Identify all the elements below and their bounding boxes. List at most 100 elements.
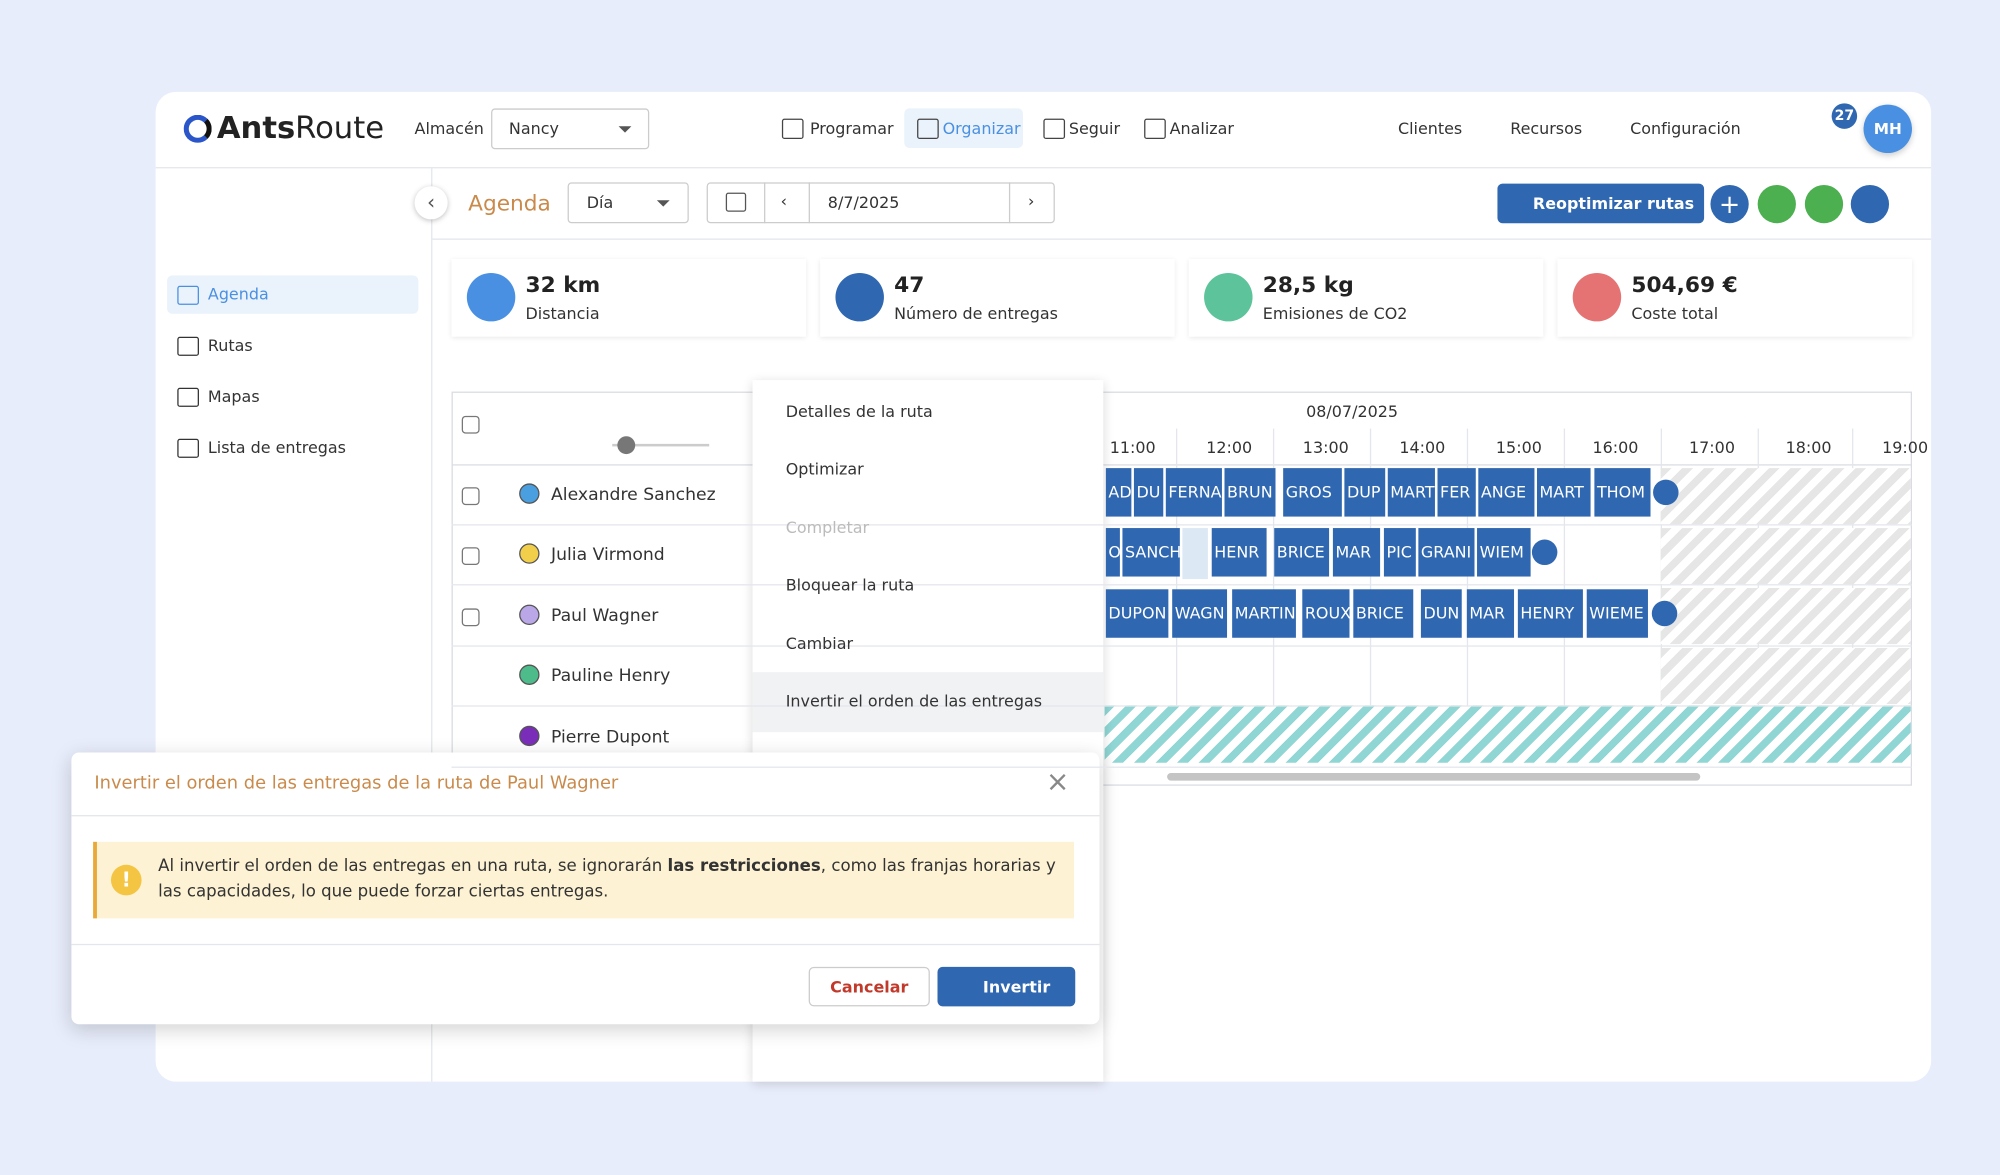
- menu-highlight: [752, 672, 1104, 733]
- calendar-icon[interactable]: [725, 192, 747, 212]
- route-end-icon[interactable]: [1531, 540, 1558, 566]
- divider: [808, 182, 810, 224]
- sidebar-item[interactable]: Agenda: [207, 284, 269, 304]
- sidebar-item[interactable]: Lista de entregas: [207, 437, 347, 457]
- nav-active-bg: [904, 108, 1023, 148]
- menu-item: Completar: [785, 517, 870, 537]
- mail-button[interactable]: [1850, 184, 1890, 224]
- delivery-block[interactable]: HENR: [1211, 528, 1267, 578]
- delivery-block[interactable]: BRICE: [1353, 589, 1414, 638]
- confirm-button[interactable]: Invertir: [937, 966, 1076, 1007]
- driver-name[interactable]: Alexandre Sanchez: [551, 484, 716, 506]
- hour-line: [1563, 428, 1566, 706]
- sidebar-icon: [177, 285, 199, 305]
- nav-item[interactable]: Programar: [809, 118, 894, 138]
- reoptimize-button[interactable]: Reoptimizar rutas: [1497, 183, 1705, 224]
- nav-item[interactable]: Organizar: [942, 118, 1021, 138]
- nav-item[interactable]: Analizar: [1169, 118, 1234, 138]
- date-picker[interactable]: [706, 182, 1055, 224]
- driver-color: [519, 483, 540, 504]
- avatar[interactable]: MH: [1863, 104, 1912, 154]
- delivery-block[interactable]: BRUN: [1224, 468, 1276, 517]
- next-day[interactable]: ›: [1028, 191, 1035, 211]
- delivery-block[interactable]: BRICE: [1274, 528, 1330, 578]
- delivery-block[interactable]: O: [1105, 528, 1120, 578]
- warning-icon: !: [110, 864, 142, 896]
- lock-button[interactable]: [1804, 184, 1844, 224]
- delivery-block[interactable]: WAGN: [1172, 589, 1228, 638]
- stat-icon: [466, 272, 516, 322]
- menu-item[interactable]: Optimizar: [785, 459, 864, 479]
- delivery-block[interactable]: FERNA: [1165, 468, 1222, 517]
- row-checkbox[interactable]: [461, 487, 480, 506]
- driver-name[interactable]: Julia Virmond: [551, 545, 665, 566]
- menu-item[interactable]: Bloquear la ruta: [785, 575, 915, 595]
- scrollbar[interactable]: [1167, 772, 1701, 781]
- delivery-block[interactable]: MARTIN: [1232, 589, 1296, 638]
- break-block: [1182, 528, 1208, 580]
- delivery-block[interactable]: FER: [1437, 468, 1476, 517]
- zoom-slider[interactable]: [612, 443, 710, 447]
- delivery-block[interactable]: WIEME: [1586, 589, 1648, 638]
- row-checkbox[interactable]: [461, 547, 480, 566]
- prev-day[interactable]: ‹: [780, 191, 787, 211]
- nav-item[interactable]: Seguir: [1068, 118, 1121, 138]
- driver-color: [519, 604, 540, 625]
- warehouse-select[interactable]: [491, 108, 650, 150]
- menu-item[interactable]: Detalles de la ruta: [785, 401, 933, 421]
- delivery-block[interactable]: MAR: [1332, 528, 1381, 578]
- zoom-handle[interactable]: [617, 436, 636, 455]
- menu-item[interactable]: Cambiar: [785, 633, 854, 654]
- delivery-block[interactable]: SANCH: [1122, 528, 1180, 578]
- stat-icon: [835, 272, 884, 322]
- menu-item[interactable]: Invertir el orden de las entregas: [785, 691, 1043, 711]
- delivery-block[interactable]: MART: [1536, 468, 1591, 517]
- delivery-block[interactable]: THOM: [1594, 468, 1651, 517]
- nav-icon: [781, 118, 804, 140]
- delivery-block[interactable]: GRANI: [1418, 528, 1475, 578]
- route-end-icon[interactable]: [1651, 600, 1678, 627]
- row-checkbox[interactable]: [461, 608, 480, 627]
- driver-name[interactable]: Pauline Henry: [551, 666, 671, 687]
- page-title: Agenda: [468, 191, 551, 217]
- cancel-button[interactable]: Cancelar: [808, 966, 930, 1007]
- add-button[interactable]: +: [1710, 184, 1749, 224]
- nav-item[interactable]: Recursos: [1510, 118, 1583, 138]
- close-button[interactable]: ×: [1045, 766, 1070, 799]
- delivery-block[interactable]: DU: [1133, 468, 1164, 517]
- delivery-block[interactable]: HENRY: [1517, 589, 1583, 638]
- delivery-block[interactable]: AD: [1105, 468, 1132, 517]
- row-line: [451, 705, 1912, 707]
- delivery-block[interactable]: ROUX: [1302, 589, 1350, 638]
- driver-name[interactable]: Pierre Dupont: [551, 726, 670, 747]
- nav-item[interactable]: Configuración: [1630, 118, 1741, 138]
- select-all[interactable]: [461, 415, 480, 434]
- delivery-block[interactable]: GROS: [1283, 468, 1342, 517]
- collapse-button[interactable]: ‹: [414, 186, 448, 220]
- driver-name[interactable]: Paul Wagner: [551, 605, 659, 627]
- sidebar-item[interactable]: Rutas: [207, 335, 253, 355]
- delivery-block[interactable]: WIEM: [1477, 528, 1531, 578]
- view-select[interactable]: [567, 182, 689, 224]
- delivery-block[interactable]: DUN: [1420, 589, 1462, 638]
- delivery-block[interactable]: PIC: [1383, 528, 1416, 578]
- dialog-divider: [71, 943, 1100, 946]
- dropdown-arrow: [656, 200, 670, 213]
- logo-light: Route: [295, 109, 385, 146]
- delivery-block[interactable]: DUP: [1344, 468, 1386, 517]
- delivery-block[interactable]: DUPON: [1105, 589, 1169, 638]
- delivery-block[interactable]: ANGE: [1478, 468, 1535, 517]
- unassigned-row: [1104, 705, 1911, 763]
- cloud-button[interactable]: [1757, 184, 1796, 224]
- unavailable: [1660, 588, 1911, 645]
- schedule-date: 08/07/2025: [1306, 401, 1399, 421]
- driver-color: [519, 725, 540, 746]
- route-end-icon[interactable]: [1653, 479, 1679, 506]
- stat-label: Coste total: [1631, 303, 1719, 323]
- nav-item[interactable]: Clientes: [1397, 118, 1463, 138]
- delivery-block[interactable]: MAR: [1466, 589, 1515, 638]
- date-value: 8/7/2025: [827, 192, 900, 212]
- sidebar-border: [431, 168, 433, 1082]
- sidebar-item[interactable]: Mapas: [207, 386, 260, 406]
- delivery-block[interactable]: MART: [1387, 468, 1435, 517]
